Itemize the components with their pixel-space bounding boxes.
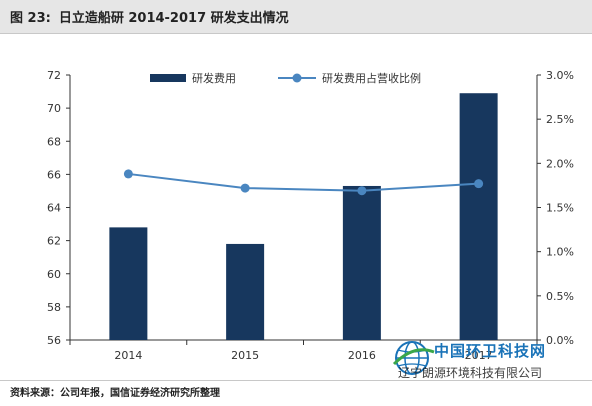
line-point (240, 183, 250, 193)
left-tick-label: 66 (47, 168, 61, 181)
left-tick-label: 64 (47, 202, 61, 215)
bar (109, 227, 148, 340)
legend: 研发费用 研发费用占营收比例 (150, 71, 421, 85)
left-tick-label: 72 (47, 69, 61, 82)
bottom-divider (0, 380, 592, 381)
bar-series (109, 93, 498, 340)
watermark-subtitle: 辽宁朗源环境科技有限公司 (398, 366, 543, 380)
left-tick-label: 62 (47, 235, 61, 248)
x-tick-label: 2017 (465, 349, 493, 362)
legend-bar-swatch (150, 74, 186, 82)
left-tick-label: 56 (47, 334, 61, 347)
left-tick-label: 58 (47, 301, 61, 314)
axes: 56 58 60 62 64 66 68 70 72 0.0% 0.5% 1.0% 1.5% 2.0% 2.… (47, 69, 574, 362)
legend-bar-label: 研发费用 (192, 71, 236, 85)
right-tick-label: 1.0% (546, 246, 574, 259)
source-note: 资料来源：公司年报，国信证券经济研究所整理 (10, 388, 220, 399)
chart: 56 58 60 62 64 66 68 70 72 0.0% 0.5% 1.0% 1.5% 2.0% 2.… (47, 69, 574, 362)
right-tick-label: 3.0% (546, 69, 574, 82)
left-tick-label: 70 (47, 102, 61, 115)
right-tick-label: 1.5% (546, 202, 574, 215)
legend-line-marker (292, 73, 302, 83)
watermark-title: 中国环卫科技网 (434, 342, 547, 360)
x-tick-label: 2015 (231, 349, 259, 362)
right-tick-label: 0.0% (546, 334, 574, 347)
legend-line-label: 研发费用占营收比例 (322, 71, 421, 85)
right-tick-label: 2.5% (546, 113, 574, 126)
figure-title: 日立造船研 2014-2017 研发支出情况 (58, 11, 289, 26)
x-tick-label: 2014 (114, 349, 142, 362)
right-tick-label: 0.5% (546, 290, 574, 303)
x-tick-label: 2016 (348, 349, 376, 362)
watermark: 中国环卫科技网 辽宁朗源环境科技有限公司 (392, 338, 588, 384)
line-point (474, 179, 484, 189)
bar (459, 93, 498, 340)
bar (342, 185, 381, 340)
left-tick-label: 60 (47, 268, 61, 281)
figure-label: 图 23: (10, 11, 51, 26)
bar (226, 243, 265, 340)
globe-logo-icon (392, 341, 435, 375)
line-series (123, 169, 484, 196)
right-tick-label: 2.0% (546, 157, 574, 170)
line-path (128, 172, 479, 192)
line-point (123, 169, 133, 179)
left-tick-label: 68 (47, 135, 61, 148)
line-point (357, 186, 367, 196)
figure-title-bar: 图 23: 日立造船研 2014-2017 研发支出情况 (0, 0, 592, 34)
